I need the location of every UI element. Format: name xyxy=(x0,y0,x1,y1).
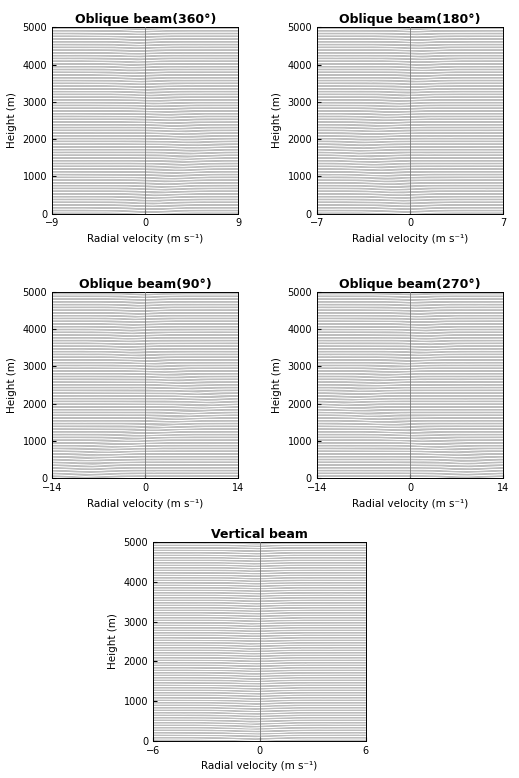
Title: Oblique beam(180°): Oblique beam(180°) xyxy=(339,13,481,26)
X-axis label: Radial velocity (m s⁻¹): Radial velocity (m s⁻¹) xyxy=(87,234,203,244)
Y-axis label: Height (m): Height (m) xyxy=(272,93,282,149)
X-axis label: Radial velocity (m s⁻¹): Radial velocity (m s⁻¹) xyxy=(87,499,203,509)
Title: Vertical beam: Vertical beam xyxy=(211,528,308,541)
Title: Oblique beam(90°): Oblique beam(90°) xyxy=(79,278,212,291)
Title: Oblique beam(360°): Oblique beam(360°) xyxy=(75,13,216,26)
Y-axis label: Height (m): Height (m) xyxy=(7,93,17,149)
X-axis label: Radial velocity (m s⁻¹): Radial velocity (m s⁻¹) xyxy=(352,499,468,509)
Title: Oblique beam(270°): Oblique beam(270°) xyxy=(339,278,481,291)
X-axis label: Radial velocity (m s⁻¹): Radial velocity (m s⁻¹) xyxy=(201,761,318,771)
X-axis label: Radial velocity (m s⁻¹): Radial velocity (m s⁻¹) xyxy=(352,234,468,244)
Y-axis label: Height (m): Height (m) xyxy=(108,614,118,669)
Y-axis label: Height (m): Height (m) xyxy=(272,357,282,413)
Y-axis label: Height (m): Height (m) xyxy=(7,357,17,413)
